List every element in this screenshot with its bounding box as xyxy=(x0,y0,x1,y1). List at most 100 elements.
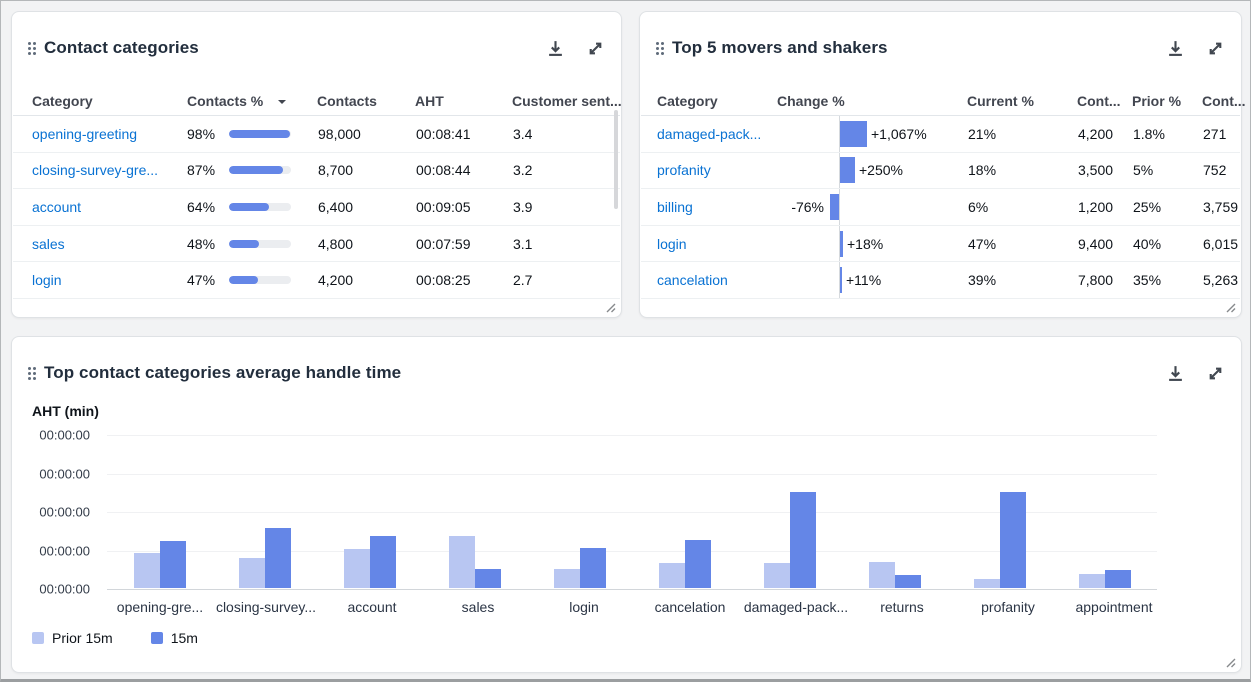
category-link[interactable]: account xyxy=(32,198,82,215)
bar-15m[interactable] xyxy=(894,575,921,588)
change-percent-label: -76% xyxy=(791,198,824,215)
bar-pair xyxy=(553,548,606,588)
bar-15m[interactable] xyxy=(159,541,186,588)
bar-prior-15m[interactable] xyxy=(343,549,370,588)
bar-pair xyxy=(238,528,291,588)
column-header-prior-pct[interactable]: Prior % xyxy=(1132,93,1182,109)
contacts-percent-value: 64% xyxy=(187,198,216,215)
category-cell: damaged-pack... xyxy=(657,126,761,142)
bar-prior-15m[interactable] xyxy=(973,579,1000,588)
table-row: cancelation +11% 39% 7,800 35% 5,263 xyxy=(641,262,1240,299)
column-header-prior-contacts[interactable]: Cont... xyxy=(1202,93,1246,109)
prior-contacts-cell: 5,263 xyxy=(1203,272,1239,289)
y-axis-tick-label: 00:00:00 xyxy=(39,581,90,597)
bar-group-sales xyxy=(422,435,527,588)
bar-prior-15m[interactable] xyxy=(133,553,160,588)
vertical-scrollbar-thumb[interactable] xyxy=(614,110,618,209)
download-icon[interactable] xyxy=(545,38,565,58)
prior-percent-cell: 5% xyxy=(1133,162,1154,179)
contacts-percent-value: 47% xyxy=(187,272,216,289)
column-header-aht[interactable]: AHT xyxy=(415,93,444,109)
bar-prior-15m[interactable] xyxy=(1078,574,1105,588)
panel-header: Contact categories xyxy=(28,36,605,60)
drag-handle-icon[interactable] xyxy=(28,366,36,380)
x-axis-label: account xyxy=(347,599,397,615)
bar-prior-15m[interactable] xyxy=(448,536,475,588)
contacts-percent-cell: 48% xyxy=(187,236,291,252)
x-axis-labels: opening-gre... closing-survey... account sa… xyxy=(107,599,1167,615)
category-link[interactable]: closing-survey-gre... xyxy=(32,162,159,179)
contacts-percent-cell: 98% xyxy=(187,126,291,142)
expand-icon[interactable] xyxy=(1205,363,1225,383)
bar-pair xyxy=(343,536,396,588)
resize-handle-icon[interactable] xyxy=(1222,299,1236,313)
panel-title: Top 5 movers and shakers xyxy=(672,38,888,57)
category-cell: cancelation xyxy=(657,272,728,288)
change-percent-label: +18% xyxy=(847,235,884,252)
category-link[interactable]: sales xyxy=(32,235,65,252)
bar-15m[interactable] xyxy=(474,569,501,588)
bar-15m[interactable] xyxy=(1104,570,1131,588)
download-icon[interactable] xyxy=(1165,38,1185,58)
chart-legend: Prior 15m 15m xyxy=(32,630,198,646)
download-icon[interactable] xyxy=(1165,363,1185,383)
bar-prior-15m[interactable] xyxy=(763,563,790,588)
bar-15m[interactable] xyxy=(579,548,606,588)
movers-table-body: damaged-pack... +1,067% 21% 4,200 1.8% 271 pro… xyxy=(641,116,1240,299)
category-link[interactable]: login xyxy=(657,235,687,252)
bar-pair xyxy=(763,492,816,588)
column-header-contacts-pct[interactable]: Contacts % xyxy=(187,93,287,109)
prior-contacts-cell: 6,015 xyxy=(1203,235,1239,252)
category-link[interactable]: profanity xyxy=(657,162,711,179)
column-header-category[interactable]: Category xyxy=(657,93,718,109)
current-percent-cell: 6% xyxy=(968,198,989,215)
category-link[interactable]: cancelation xyxy=(657,272,728,289)
category-link[interactable]: opening-greeting xyxy=(32,125,138,142)
column-header-customer-sentiment[interactable]: Customer sent... xyxy=(512,93,622,109)
category-link[interactable]: billing xyxy=(657,198,693,215)
category-cell: sales xyxy=(32,236,65,252)
category-link[interactable]: damaged-pack... xyxy=(657,125,762,142)
table-header-row: Category Contacts % Contacts AHT Custome… xyxy=(12,91,622,115)
resize-handle-icon[interactable] xyxy=(602,299,616,313)
legend-label: Prior 15m xyxy=(52,630,113,646)
bar-prior-15m[interactable] xyxy=(238,558,265,588)
column-header-change-pct[interactable]: Change % xyxy=(777,93,845,109)
change-percent-bar[interactable] xyxy=(840,230,843,257)
bar-prior-15m[interactable] xyxy=(553,569,580,588)
x-axis-label: closing-survey... xyxy=(215,599,317,615)
bar-15m[interactable] xyxy=(789,492,816,588)
column-header-category[interactable]: Category xyxy=(32,93,93,109)
drag-handle-icon[interactable] xyxy=(656,41,664,55)
contacts-percent-bar xyxy=(229,276,291,285)
column-header-contacts[interactable]: Contacts xyxy=(317,93,377,109)
bar-prior-15m[interactable] xyxy=(658,563,685,588)
expand-icon[interactable] xyxy=(585,38,605,58)
contacts-cell: 4,800 xyxy=(318,235,354,252)
change-percent-bar[interactable] xyxy=(840,267,842,294)
bar-prior-15m[interactable] xyxy=(868,562,895,588)
legend-swatch xyxy=(32,632,44,644)
resize-handle-icon[interactable] xyxy=(1222,654,1236,668)
change-percent-bar[interactable] xyxy=(830,193,839,220)
bar-15m[interactable] xyxy=(369,536,396,588)
customer-sentiment-cell: 3.1 xyxy=(513,235,533,252)
legend-item[interactable]: Prior 15m xyxy=(32,630,113,646)
x-axis-label: damaged-pack... xyxy=(743,599,849,615)
table-row: login +18% 47% 9,400 40% 6,015 xyxy=(641,226,1240,263)
category-link[interactable]: login xyxy=(32,272,62,289)
bar-15m[interactable] xyxy=(999,492,1026,588)
legend-item[interactable]: 15m xyxy=(150,630,198,646)
expand-icon[interactable] xyxy=(1205,38,1225,58)
bar-15m[interactable] xyxy=(684,540,711,588)
legend-label: 15m xyxy=(170,630,198,646)
drag-handle-icon[interactable] xyxy=(28,41,36,55)
bar-15m[interactable] xyxy=(264,528,291,588)
column-header-current-pct[interactable]: Current % xyxy=(967,93,1034,109)
change-percent-bar[interactable] xyxy=(840,157,855,184)
contacts-cell: 7,800 xyxy=(1078,272,1114,289)
change-percent-bar[interactable] xyxy=(840,120,867,147)
gridline xyxy=(107,589,1157,590)
column-header-contacts[interactable]: Cont... xyxy=(1077,93,1121,109)
contacts-percent-cell: 64% xyxy=(187,199,291,215)
